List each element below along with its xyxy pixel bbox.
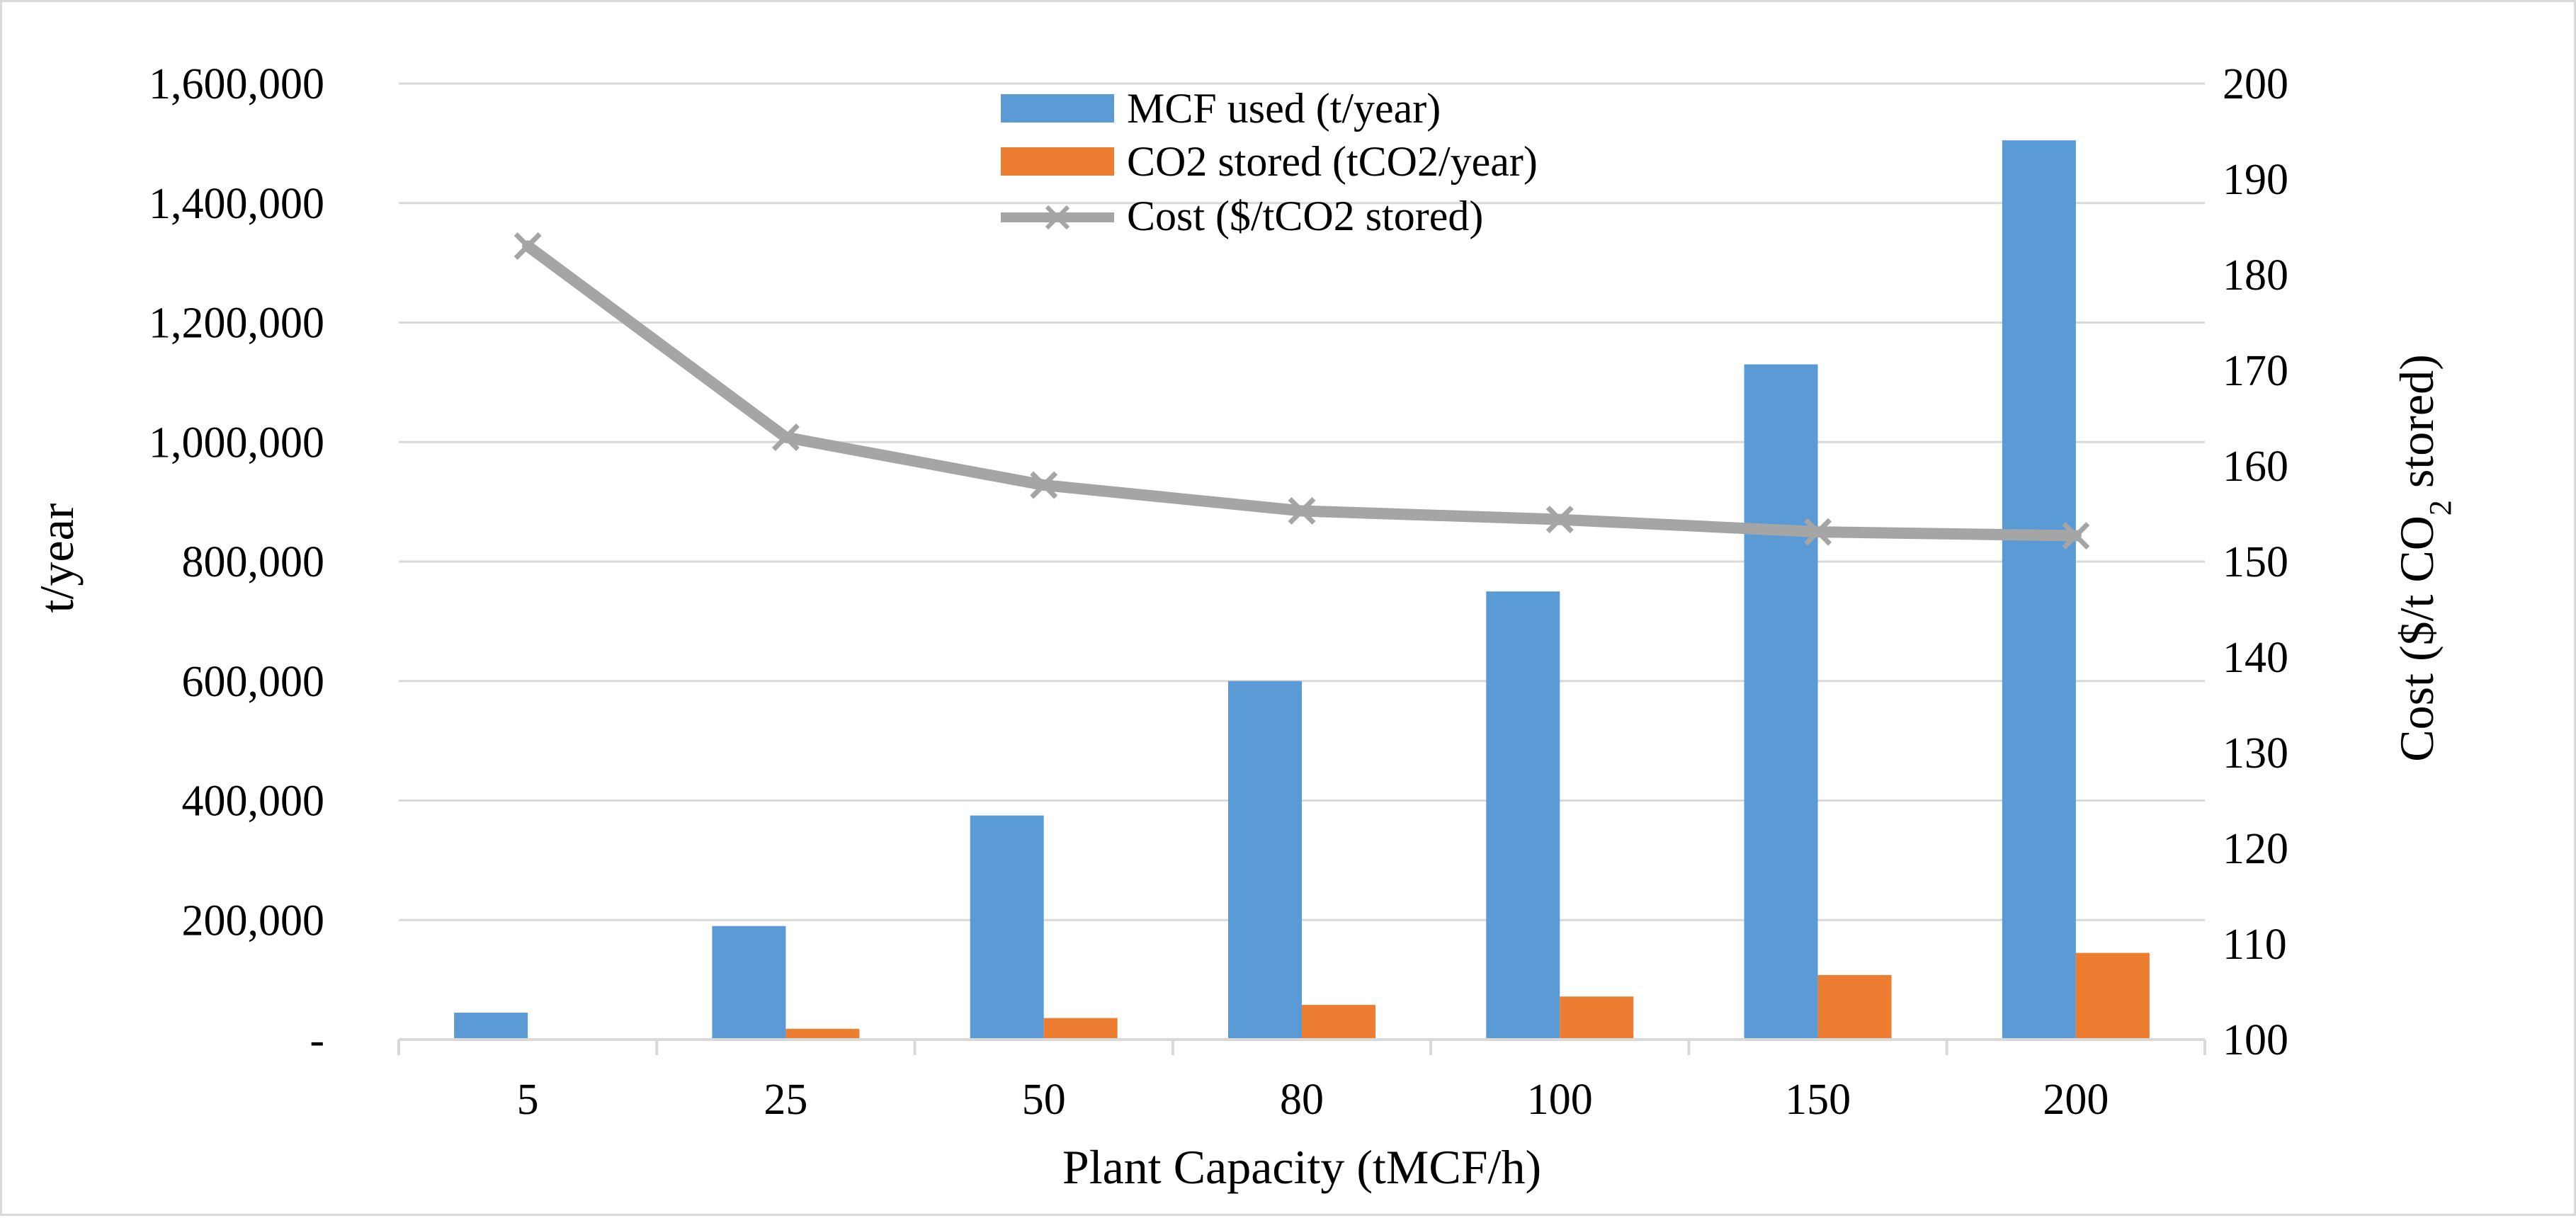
y2-tick-label-10: 200 <box>2223 60 2288 108</box>
y2-axis-title-subscript: 2 <box>2423 500 2458 516</box>
bar-1-2 <box>1043 1018 1118 1040</box>
x-tick-label-6: 200 <box>2043 1076 2109 1124</box>
bar-0-6 <box>2002 140 2076 1040</box>
line-layer <box>514 232 2090 550</box>
y-tick-label-1: 200,000 <box>182 897 325 945</box>
x-tick-label-4: 100 <box>1527 1076 1593 1124</box>
bar-1-3 <box>1302 1005 1375 1040</box>
x-tick-label-2: 50 <box>1022 1076 1066 1124</box>
y-tick-label-6: 1,200,000 <box>149 300 324 348</box>
cost-marker-stroke-b-6 <box>2062 522 2090 550</box>
y-tick-label-8: 1,600,000 <box>149 60 324 108</box>
y-tick-label-5: 1,000,000 <box>149 419 324 467</box>
legend-label-co2-stored: CO2 stored (tCO2/year) <box>1127 138 1538 185</box>
y2-tick-label-7: 170 <box>2223 347 2288 395</box>
legend: MCF used (t/year) CO2 stored (tCO2/year)… <box>1001 85 1538 239</box>
bar-layer <box>454 140 2150 1040</box>
bar-1-6 <box>2075 952 2150 1040</box>
axis-layer <box>397 1038 2206 1055</box>
y2-tick-label-2: 120 <box>2223 825 2288 873</box>
y2-tick-label-1: 110 <box>2223 921 2287 969</box>
bar-0-0 <box>454 1013 528 1040</box>
y2-tick-label-0: 100 <box>2223 1016 2288 1064</box>
y2-tick-label-6: 160 <box>2223 443 2288 491</box>
cost-marker-stroke-b-5 <box>1804 518 1832 546</box>
y2-tick-label-5: 150 <box>2223 538 2288 586</box>
bar-0-1 <box>712 926 786 1040</box>
bar-1-5 <box>1817 974 1892 1040</box>
y-tick-label-4: 800,000 <box>182 538 325 586</box>
cost-marker-stroke-b-1 <box>771 423 800 451</box>
bar-0-3 <box>1228 681 1302 1040</box>
cost-marker-3 <box>1288 496 1316 525</box>
y-tick-label-7: 1,400,000 <box>149 180 324 228</box>
cost-marker-stroke-b-3 <box>1288 496 1316 525</box>
y2-tick-label-3: 130 <box>2223 729 2288 778</box>
cost-marker-2 <box>1030 471 1058 499</box>
bar-0-2 <box>970 815 1044 1040</box>
x-tick-label-5: 150 <box>1785 1076 1851 1124</box>
y2-axis-title: Cost ($/t CO2 stored) <box>2390 354 2458 761</box>
cost-marker-5 <box>1804 518 1832 546</box>
x-tick-label-1: 25 <box>764 1076 807 1124</box>
cost-marker-1 <box>771 423 800 451</box>
bar-1-4 <box>1560 996 1634 1040</box>
y2-tick-label-4: 140 <box>2223 634 2288 682</box>
x-axis-title: Plant Capacity (tMCF/h) <box>1062 1140 1541 1194</box>
cost-marker-stroke-b-2 <box>1030 471 1058 499</box>
cost-marker-4 <box>1545 506 1574 534</box>
y2-axis-title-tail: stored) <box>2390 354 2444 500</box>
cost-marker-0 <box>514 232 542 260</box>
bar-1-1 <box>785 1028 860 1040</box>
y2-tick-label-9: 190 <box>2223 156 2288 204</box>
cost-marker-6 <box>2062 522 2090 550</box>
y-tick-label-0: - <box>310 1016 324 1064</box>
y-tick-label-2: 400,000 <box>182 778 325 826</box>
legend-label-cost: Cost ($/tCO2 stored) <box>1127 193 1483 239</box>
y2-tick-label-8: 180 <box>2223 251 2288 300</box>
cost-marker-stroke-b-4 <box>1545 506 1574 534</box>
bar-0-5 <box>1744 364 1818 1040</box>
cost-marker-stroke-b-0 <box>514 232 542 260</box>
cost-line <box>522 240 2082 542</box>
bar-0-4 <box>1486 591 1560 1040</box>
legend-swatch-co2-stored <box>1001 147 1114 176</box>
x-tick-label-0: 5 <box>517 1076 539 1124</box>
y2-axis-title-main: Cost ($/t CO <box>2390 516 2444 762</box>
legend-label-mcf-used: MCF used (t/year) <box>1127 85 1441 132</box>
tick-layer: - 200,000 400,000 600,000 800,000 1,000,000 1,… <box>149 60 2288 1124</box>
legend-swatch-mcf-used <box>1001 94 1114 123</box>
legend-marker-cost <box>1045 205 1070 230</box>
y-tick-label-3: 600,000 <box>182 658 325 706</box>
x-tick-label-3: 80 <box>1280 1076 1324 1124</box>
y-axis-title: t/year <box>30 503 84 613</box>
